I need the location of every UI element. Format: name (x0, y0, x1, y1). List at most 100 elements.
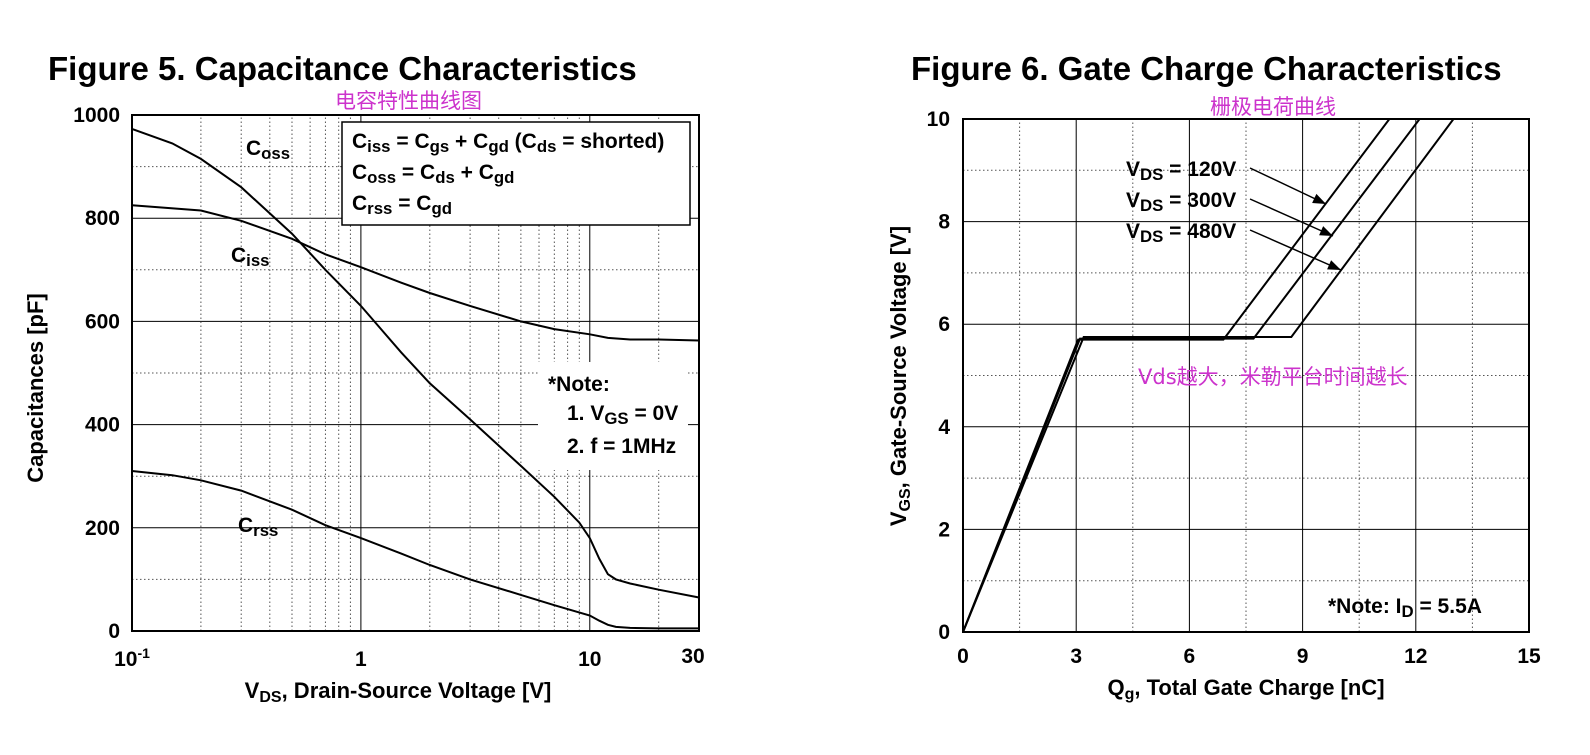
x-tick-label: 9 (1297, 645, 1309, 668)
note-title: *Note: (548, 373, 610, 396)
x-axis-label-part: V (245, 678, 260, 703)
legend-line: Coss = Cds + Cgd (352, 161, 514, 187)
series-label-vds-1-part: V (1126, 189, 1140, 212)
series-label-ciss: Ciss (231, 244, 270, 270)
series-label-vds-1-part: DS (1140, 196, 1163, 215)
x-axis-label-part: Q (1107, 675, 1124, 700)
legend-line-part: gs (430, 137, 450, 156)
x-axis-label-part: , Total Gate Charge [nC] (1134, 675, 1384, 700)
series-label-crss-part: rss (253, 521, 278, 540)
figure-5-note-background (538, 362, 688, 470)
x-tick-label: 30 (681, 645, 704, 668)
legend-line-part: = C (391, 130, 430, 153)
series-label-crss-part: C (238, 514, 253, 537)
y-tick-label: 600 (85, 310, 120, 333)
note-line: 1. VGS = 0V (567, 402, 678, 428)
x-tick-base: 1 (355, 648, 367, 671)
x-tick-label: 1 (355, 648, 367, 671)
x-tick-exponent: -1 (137, 645, 150, 661)
series-label-vds-2-part: = 480V (1163, 220, 1236, 243)
legend-line-part: (C (509, 130, 537, 153)
y-axis-label-part: GS (897, 488, 914, 511)
y-axis-label-part: V (886, 511, 911, 526)
figure-5-legend: Ciss = Cgs + Cgd (Cds = shorted)Coss = C… (352, 130, 664, 218)
legend-line-part: + C (455, 161, 494, 184)
y-tick-label: 0 (108, 620, 120, 643)
series-label-vds-2-part: DS (1140, 227, 1163, 246)
note-line-part: = 5.5A (1414, 595, 1482, 618)
figure-6-y-tick-labels: 0 2 4 6 8 10 (927, 108, 951, 644)
legend-line-part: C (352, 130, 367, 153)
legend-line-part: = C (396, 161, 435, 184)
figure-6-x-axis-label: Qg, Total Gate Charge [nC] (1107, 675, 1384, 703)
legend-line-part: gd (431, 199, 452, 218)
x-tick-base: 10 (114, 648, 137, 671)
x-tick-label: 6 (1184, 645, 1196, 668)
series-label-vds-2-part: V (1126, 220, 1140, 243)
figure-6-annotation-miller: Vds越大，米勒平台时间越长 (1138, 365, 1408, 389)
legend-line-part: rss (367, 199, 392, 218)
series-label-coss-part: oss (261, 144, 290, 163)
legend-line-part: gd (488, 137, 509, 156)
y-tick-label: 400 (85, 414, 120, 437)
figure-5-annotation: 电容特性曲线图 (335, 89, 482, 113)
series-label-vds-0: VDS = 120V (1126, 158, 1236, 184)
curve-coss (131, 127, 700, 599)
y-tick-label: 200 (85, 517, 120, 540)
figure-6-gate-charge-chart: Figure 6. Gate Charge Characteristics 栅极… (886, 50, 1541, 703)
note-line-part: D (1402, 602, 1414, 621)
y-tick-label: 0 (938, 621, 950, 644)
legend-line-part: ds (537, 137, 557, 156)
x-tick-label: 0 (957, 645, 969, 668)
series-arrow-line (1249, 167, 1327, 205)
figure-5-capacitance-chart: Figure 5. Capacitance Characteristics 电容… (23, 50, 705, 706)
x-tick-label: 15 (1517, 645, 1541, 668)
series-arrow-head (1327, 260, 1341, 270)
note-line: 2. f = 1MHz (567, 435, 676, 458)
series-label-ciss-part: C (231, 244, 246, 267)
legend-line-part: + C (449, 130, 488, 153)
x-axis-label-part: DS (259, 689, 282, 706)
y-tick-label: 6 (938, 313, 950, 336)
figure-5-y-tick-labels: 0 200 400 600 800 1000 (73, 104, 120, 643)
note-line-part: = 0V (629, 402, 679, 425)
series-label-crss: Crss (238, 514, 278, 540)
note-line-part: 2. f = 1MHz (567, 435, 676, 458)
y-tick-label: 1000 (73, 104, 120, 127)
legend-line-part: oss (367, 168, 396, 187)
y-tick-label: 10 (927, 108, 950, 131)
figure-5-title: Figure 5. Capacitance Characteristics (48, 50, 637, 87)
x-axis-label-part: , Drain-Source Voltage [V] (282, 678, 552, 703)
series-label-vds-0-part: DS (1140, 165, 1163, 184)
note-line-part: 1. V (567, 402, 604, 425)
figure-6-curves (962, 118, 1455, 633)
legend-line: Ciss = Cgs + Cgd (Cds = shorted) (352, 130, 664, 156)
figure-6-plot-frame (962, 118, 1530, 633)
legend-line-part: ds (435, 168, 455, 187)
note-line: *Note: ID = 5.5A (1328, 595, 1482, 621)
y-tick-label: 800 (85, 207, 120, 230)
y-tick-label: 8 (938, 211, 950, 234)
figure-5-x-axis-label: VDS, Drain-Source Voltage [V] (245, 678, 552, 706)
series-label-vds-1: VDS = 300V (1126, 189, 1236, 215)
legend-line-part: = shorted) (556, 130, 664, 153)
series-arrow-head (1319, 226, 1333, 236)
x-tick-label: 10-1 (114, 645, 150, 671)
figure-6-title: Figure 6. Gate Charge Characteristics (911, 50, 1502, 87)
figure-5-x-tick-labels: 10-1 1 10 30 (114, 645, 705, 671)
legend-line-part: gd (494, 168, 515, 187)
x-tick-label: 12 (1404, 645, 1427, 668)
y-axis-label-part: , Gate-Source Voltage [V] (886, 226, 911, 488)
series-label-vds-2: VDS = 480V (1126, 220, 1236, 246)
series-label-ciss-part: iss (246, 251, 269, 270)
legend-line-part: iss (367, 137, 390, 156)
figure-6-y-axis-label: VGS, Gate-Source Voltage [V] (886, 226, 914, 526)
series-label-coss: Coss (246, 137, 290, 163)
y-tick-label: 4 (938, 416, 950, 439)
series-label-vds-1-part: = 300V (1163, 189, 1236, 212)
figure-5-y-axis-label: Capacitances [pF] (23, 293, 48, 483)
series-arrow-line (1249, 229, 1342, 271)
